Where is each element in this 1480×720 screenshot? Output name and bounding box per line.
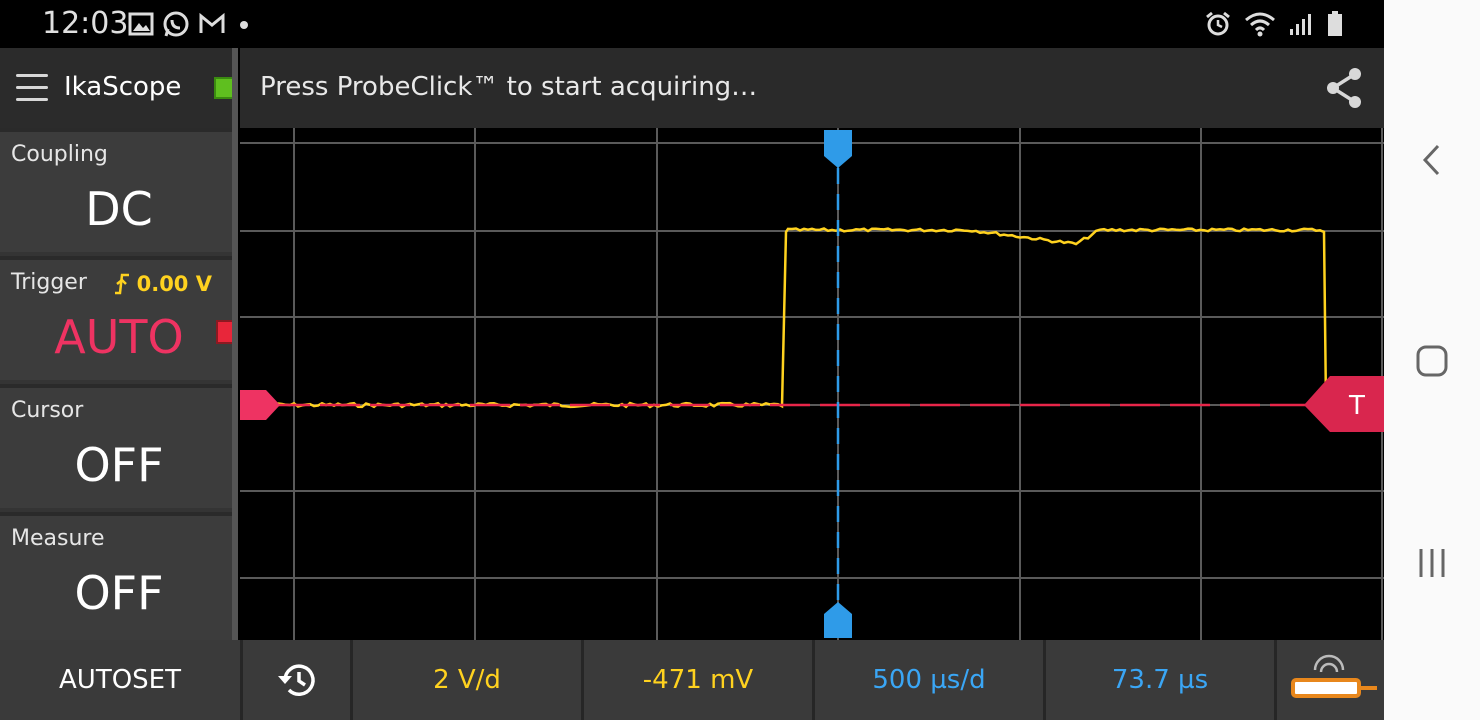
status-bar: 12:03 xyxy=(0,0,1384,48)
trigger-panel[interactable]: Trigger 0.00 V AUTO xyxy=(0,256,238,380)
measure-label: Measure xyxy=(11,526,105,551)
coupling-label: Coupling xyxy=(11,142,108,167)
volts-per-div-button[interactable]: 2 V/d xyxy=(350,640,581,720)
share-icon[interactable] xyxy=(1324,66,1364,110)
trigger-level: 0.00 V xyxy=(113,272,212,296)
alarm-icon xyxy=(1206,11,1230,36)
autoset-button[interactable]: AUTOSET xyxy=(0,640,240,720)
cursor-panel[interactable]: Cursor OFF xyxy=(0,384,238,508)
measure-panel[interactable]: Measure OFF xyxy=(0,512,238,640)
dot-icon xyxy=(240,21,248,29)
status-message: Press ProbeClick™ to start acquiring… xyxy=(260,72,758,102)
app-title: IkaScope xyxy=(64,72,182,102)
scope-display[interactable]: T xyxy=(240,128,1384,640)
coupling-panel[interactable]: Coupling DC xyxy=(0,128,238,252)
android-nav-bar xyxy=(1384,0,1480,720)
trigger-level-value: 0.00 V xyxy=(136,272,212,296)
trigger-mode-value: AUTO xyxy=(54,310,184,364)
probe-button[interactable] xyxy=(1274,640,1384,720)
back-icon xyxy=(1422,144,1440,176)
cursor-label: Cursor xyxy=(11,398,84,423)
bottom-bar: AUTOSET 2 V/d -471 mV 500 µs/d 73.7 µs xyxy=(0,640,1384,720)
cursor-value: OFF xyxy=(74,438,164,492)
probe-icon xyxy=(1290,654,1377,698)
vertical-offset-button[interactable]: -471 mV xyxy=(581,640,812,720)
ground-marker[interactable] xyxy=(240,390,280,420)
image-icon xyxy=(128,12,154,36)
recents-button[interactable] xyxy=(1412,543,1452,583)
battery-icon xyxy=(1328,11,1342,36)
time-cursor-top-marker[interactable] xyxy=(824,130,852,168)
sidebar-divider xyxy=(232,48,238,640)
recents-icon xyxy=(1419,549,1445,577)
header: Press ProbeClick™ to start acquiring… xyxy=(240,48,1384,128)
time-cursor-bottom-marker[interactable] xyxy=(824,602,852,638)
time-offset-button[interactable]: 73.7 µs xyxy=(1043,640,1274,720)
trigger-label: Trigger xyxy=(11,270,87,295)
menu-icon[interactable] xyxy=(16,74,48,102)
app-bar: IkaScope xyxy=(0,48,238,128)
trigger-marker-label: T xyxy=(1348,391,1365,421)
gmail-icon xyxy=(199,12,225,33)
history-icon xyxy=(277,664,315,696)
home-button[interactable] xyxy=(1412,341,1452,381)
sidebar: IkaScope Coupling DC Trigger 0.00 V AUTO… xyxy=(0,48,238,640)
status-time: 12:03 xyxy=(42,6,129,41)
waveform-canvas[interactable]: T xyxy=(240,128,1384,640)
wifi-icon xyxy=(1245,12,1275,37)
measure-value: OFF xyxy=(74,566,164,620)
trigger-marker[interactable] xyxy=(1304,376,1384,432)
whatsapp-icon xyxy=(163,11,189,37)
time-per-div-button[interactable]: 500 µs/d xyxy=(812,640,1043,720)
home-icon xyxy=(1416,345,1448,377)
rising-edge-icon xyxy=(114,273,129,295)
signal-icon xyxy=(1290,14,1311,35)
grid xyxy=(240,128,1384,640)
coupling-value: DC xyxy=(85,182,153,236)
history-button[interactable] xyxy=(240,640,350,720)
back-button[interactable] xyxy=(1412,140,1452,180)
